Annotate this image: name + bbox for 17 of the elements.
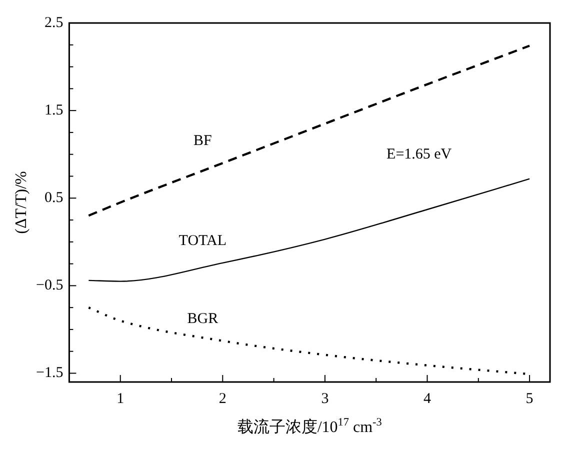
annotation: E=1.65 eV: [386, 146, 452, 162]
x-tick-label: 2: [218, 390, 226, 407]
x-tick-label: 3: [321, 390, 329, 407]
line-series: [88, 178, 530, 282]
y-tick-label: 1.5: [44, 102, 64, 118]
y-axis-title: (ΔT/T)/%: [13, 171, 30, 234]
x-tick-label: 4: [423, 390, 432, 407]
y-tick-label: 2.5: [44, 14, 64, 31]
series-label: BGR: [187, 310, 218, 327]
y-tick-label: −1.5: [36, 365, 64, 382]
x-tick-label: 1: [116, 390, 124, 407]
series-label: BF: [193, 133, 212, 150]
y-tick-label: 0.5: [44, 190, 64, 206]
y-tick-label: −0.5: [36, 278, 64, 294]
line-series: [88, 44, 531, 217]
x-tick-label: 5: [526, 390, 534, 407]
series-label: TOTAL: [178, 232, 226, 249]
